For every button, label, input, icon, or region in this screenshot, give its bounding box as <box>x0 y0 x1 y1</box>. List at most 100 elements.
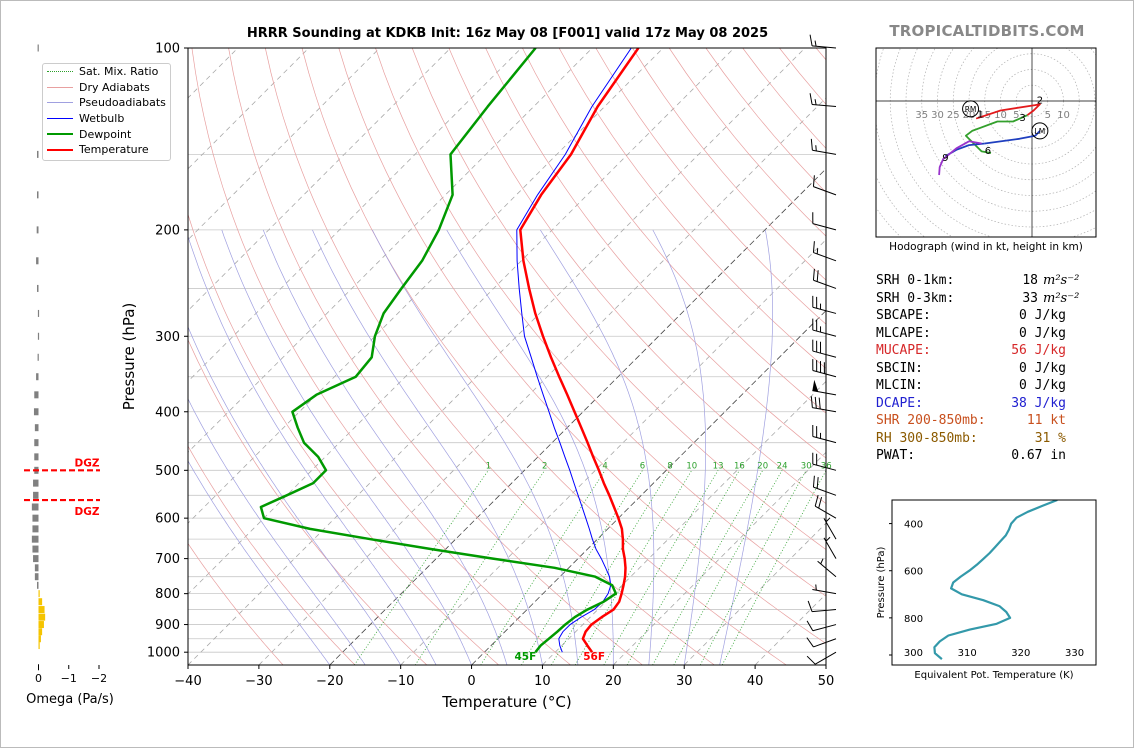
sounding-indices: SRH 0-1km: 18 m²s⁻² SRH 0-3km: 33 m²s⁻² SBCA… <box>876 272 1096 465</box>
dry-adiabat-line <box>188 213 499 665</box>
wind-barb-staff <box>812 329 837 337</box>
brand-watermark: TROPICALTIDBITS.COM <box>889 22 1085 40</box>
wind-barb <box>817 558 837 578</box>
omega-bar <box>38 621 44 629</box>
x-tick-label: 50 <box>818 674 835 689</box>
profile-line-wetbulb <box>516 48 632 653</box>
mixing-ratio-label: 1 <box>486 461 491 471</box>
legend-label: Dewpoint <box>79 127 132 141</box>
omega-bar <box>34 573 39 581</box>
isotherm-line <box>188 48 522 382</box>
thetae-y-axis-label: Pressure (hPa) <box>876 547 887 619</box>
stat-label: MLCAPE: <box>876 325 931 341</box>
dgz-label: DGZ <box>75 506 100 518</box>
mixing-ratio-label: 8 <box>667 461 672 471</box>
omega-bar <box>38 613 46 621</box>
profile-line-temperature <box>519 48 640 653</box>
y-axis-label: Pressure (hPa) <box>120 303 138 411</box>
thetae-plot-area <box>933 500 1058 660</box>
dry-adiabat-line <box>188 445 356 665</box>
mixing-ratio-label: 4 <box>602 461 607 471</box>
thetae-x-tick-label: 300 <box>904 648 923 659</box>
mixing-ratio-line <box>574 470 693 665</box>
skewt-axes-frame <box>187 47 827 666</box>
hodo-trace <box>965 114 1028 154</box>
omega-bar <box>34 439 39 447</box>
omega-bar <box>33 491 39 499</box>
skewt-plot-area <box>188 48 826 665</box>
wind-barb-staff <box>813 186 837 196</box>
wind-barb-staff <box>814 651 837 665</box>
dry-adiabat-line <box>595 48 826 325</box>
isotherm-line <box>258 97 826 665</box>
wind-barb-feather <box>809 93 813 105</box>
omega-bar <box>36 284 39 292</box>
omega-bar <box>36 150 39 158</box>
pseudoadiabat-line <box>188 460 331 665</box>
y-tick-label: 700 <box>155 552 180 567</box>
wind-barb <box>812 425 837 444</box>
isotherm-line <box>188 48 664 524</box>
mixing-ratio-label: 2 <box>542 461 547 471</box>
stat-sbcin: SBCIN: 0 J/kg <box>876 360 1096 378</box>
wind-barb-feather <box>812 241 815 253</box>
legend-swatch <box>47 148 73 151</box>
stat-mlcin: MLCIN: 0 J/kg <box>876 377 1096 395</box>
wind-barb <box>812 475 837 496</box>
stat-mucape: MUCAPE: 56 J/kg <box>876 342 1096 360</box>
omega-bar <box>37 309 40 317</box>
dry-adiabat-line <box>188 542 284 665</box>
stat-value: 56 J/kg <box>1011 343 1066 358</box>
omega-bar <box>33 479 39 487</box>
y-tick-label: 600 <box>155 512 180 527</box>
wind-barb-staff <box>812 390 837 396</box>
legend-item-dry-adiabats: Dry Adiabats <box>43 80 170 96</box>
isotherm-line <box>683 522 826 665</box>
stat-label: SBCIN: <box>876 360 923 376</box>
hodo-ring-label: 5 <box>1045 110 1051 121</box>
omega-bar <box>36 581 39 589</box>
hodo-frame <box>875 47 1097 238</box>
omega-bar <box>34 424 39 432</box>
dry-adiabat-line <box>448 48 826 505</box>
wind-barb-half-feather <box>815 145 817 151</box>
omega-x-tick-label: −1 <box>61 672 77 685</box>
wind-barb <box>809 93 837 108</box>
omega-bar <box>34 391 39 399</box>
wind-barb <box>812 241 837 262</box>
wind-barb-staff <box>813 638 837 648</box>
omega-bar <box>34 453 39 461</box>
hodograph-caption: Hodograph (wind in kt, height in km) <box>889 241 1083 253</box>
legend: Sat. Mix. Ratio Dry Adiabats Pseudoadiab… <box>42 63 171 161</box>
legend-swatch <box>47 71 73 73</box>
pseudoadiabat-line <box>188 325 401 665</box>
wind-barb <box>806 651 837 665</box>
omega-bar <box>33 555 39 563</box>
hodo-height-label: 2 <box>1037 95 1043 106</box>
wind-barb-feather <box>812 475 815 488</box>
wind-barb-staff <box>812 223 837 231</box>
hodo-trace <box>984 130 1041 145</box>
dry-adiabat-line <box>375 48 826 597</box>
wind-barb-staff <box>812 624 837 632</box>
wind-barb <box>807 600 837 613</box>
omega-bar <box>37 353 39 361</box>
mixing-ratio-label: 6 <box>640 461 645 471</box>
omega-bar <box>31 503 39 511</box>
wind-barb-flag <box>812 379 819 392</box>
legend-item-dewpoint: Dewpoint <box>43 126 170 142</box>
stat-label: RH 300-850mb: <box>876 430 978 446</box>
stat-pwat: PWAT: 0.67 in <box>876 447 1096 465</box>
stat-value: 0 J/kg <box>1019 378 1066 393</box>
wind-barb <box>812 268 837 289</box>
pseudoadiabat-line <box>188 235 437 665</box>
wind-barb <box>812 339 837 358</box>
wind-barb-half-feather <box>825 536 831 542</box>
mixing-ratio-line <box>652 470 764 665</box>
stat-sbcape: SBCAPE: 0 J/kg <box>876 307 1096 325</box>
pseudoadiabat-line <box>188 398 366 665</box>
omega-bar <box>38 606 45 614</box>
wind-barb-half-feather <box>814 40 817 47</box>
wind-barb <box>812 175 837 196</box>
dry-adiabat-line <box>411 48 826 550</box>
